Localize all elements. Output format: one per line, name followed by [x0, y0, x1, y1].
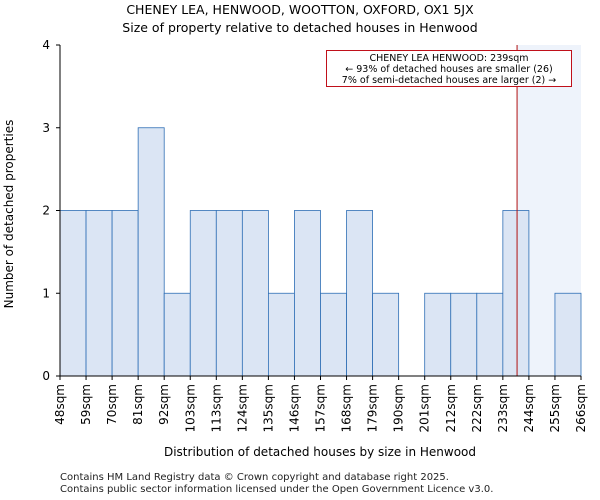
x-tick-label: 168sqm [340, 384, 354, 432]
bar-135sqm [267, 292, 295, 377]
bar-124sqm [241, 210, 269, 377]
bar-179sqm [372, 292, 400, 377]
bar-255sqm [554, 292, 582, 377]
x-tick-label: 92sqm [157, 384, 171, 425]
y-tick-label: 1 [42, 286, 50, 300]
annotation-line-1: CHENEY LEA HENWOOD: 239sqm [369, 53, 529, 64]
bar-201sqm [424, 292, 452, 377]
bar-113sqm [215, 210, 243, 377]
x-tick-label: 244sqm [522, 384, 536, 432]
x-tick-label: 113sqm [209, 384, 223, 432]
x-tick-label: 146sqm [287, 384, 301, 432]
marker-annotation-box: CHENEY LEA HENWOOD: 239sqm ← 93% of deta… [326, 50, 572, 87]
bar-103sqm [189, 210, 217, 377]
bar-146sqm [294, 210, 321, 377]
annotation-line-3: 7% of semi-detached houses are larger (2… [341, 75, 557, 86]
bar-59sqm [85, 210, 113, 377]
x-tick-label: 48sqm [53, 384, 67, 425]
bar-212sqm [450, 292, 478, 377]
x-tick-label: 190sqm [392, 384, 406, 432]
bar-81sqm [137, 127, 165, 377]
x-tick-label: 179sqm [366, 384, 380, 432]
chart-subtitle: Size of property relative to detached ho… [122, 20, 478, 35]
bar-222sqm [476, 292, 504, 377]
footer-licence: Contains public sector information licen… [60, 484, 494, 495]
annotation-line-2: ← 93% of detached houses are smaller (26… [345, 64, 553, 75]
x-tick-label: 135sqm [261, 384, 275, 432]
x-tick-label: 103sqm [183, 384, 197, 432]
chart-title: CHENEY LEA, HENWOOD, WOOTTON, OXFORD, OX… [126, 2, 474, 17]
x-tick-label: 233sqm [496, 384, 510, 432]
x-tick-label: 212sqm [444, 384, 458, 432]
bar-157sqm [320, 292, 347, 377]
x-tick-label: 255sqm [548, 384, 562, 432]
x-tick-label: 124sqm [235, 384, 249, 432]
y-axis-label: Number of detached properties [2, 120, 16, 309]
y-tick-label: 4 [42, 38, 50, 52]
x-tick-label: 266sqm [574, 384, 588, 432]
bar-92sqm [163, 292, 191, 377]
x-tick-label: 222sqm [470, 384, 484, 432]
bar-233sqm [502, 210, 530, 377]
bar-70sqm [111, 210, 139, 377]
y-tick-label: 3 [42, 121, 50, 135]
x-tick-label: 201sqm [418, 384, 432, 432]
y-tick-label: 0 [42, 369, 50, 383]
bar-168sqm [346, 210, 373, 377]
x-tick-label: 157sqm [314, 384, 328, 432]
bar-48sqm [59, 210, 87, 377]
x-axis-label: Distribution of detached houses by size … [164, 445, 476, 459]
x-tick-label: 59sqm [79, 384, 93, 425]
footer-copyright: Contains HM Land Registry data © Crown c… [60, 472, 449, 483]
x-tick-label: 70sqm [105, 384, 119, 425]
y-tick-label: 2 [42, 204, 50, 218]
x-tick-label: 81sqm [131, 384, 145, 425]
